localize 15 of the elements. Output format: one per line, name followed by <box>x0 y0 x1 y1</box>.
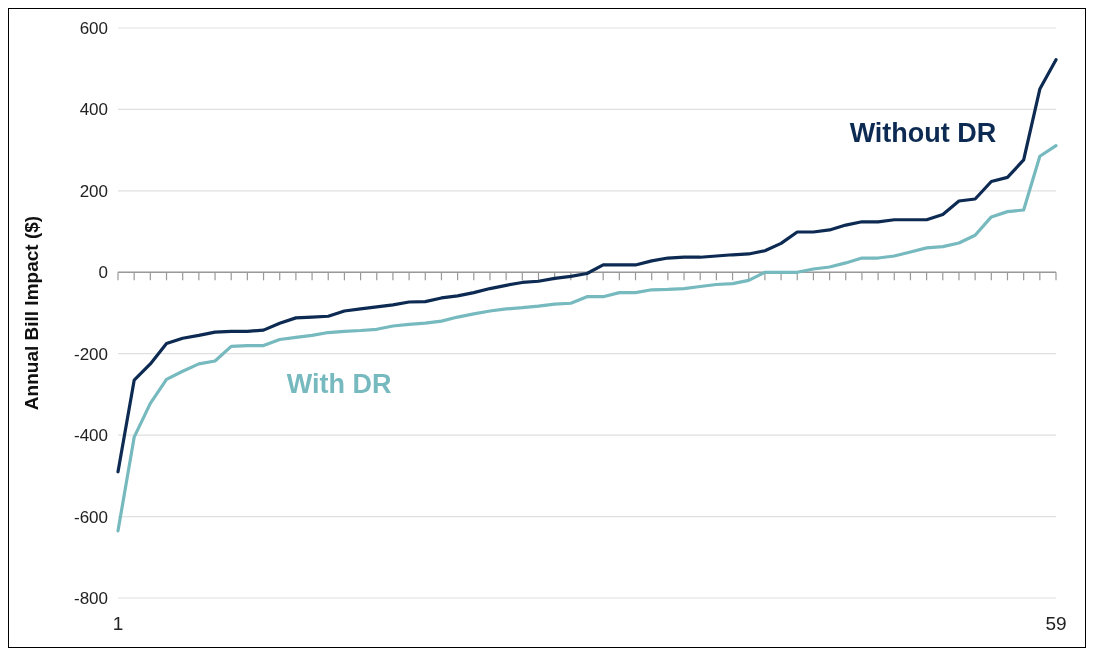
line-series <box>116 144 1058 533</box>
series-label: With DR <box>286 368 392 399</box>
y-tick-label: 0 <box>98 263 108 283</box>
y-tick-label: -600 <box>73 507 108 527</box>
y-tick-label: 400 <box>79 100 108 120</box>
y-tick-label: 600 <box>79 18 108 38</box>
series-label: Without DR <box>849 118 997 148</box>
y-tick-label: -800 <box>73 588 108 608</box>
y-axis-title: Annual Bill Impact ($) <box>21 215 42 411</box>
x-tick-label: 1 <box>112 613 124 634</box>
line-series <box>116 58 1058 474</box>
y-tick-label: 200 <box>79 181 108 201</box>
y-tick-label: -400 <box>73 426 108 446</box>
x-tick-label: 59 <box>1045 613 1067 634</box>
y-tick-label: -200 <box>73 344 108 364</box>
